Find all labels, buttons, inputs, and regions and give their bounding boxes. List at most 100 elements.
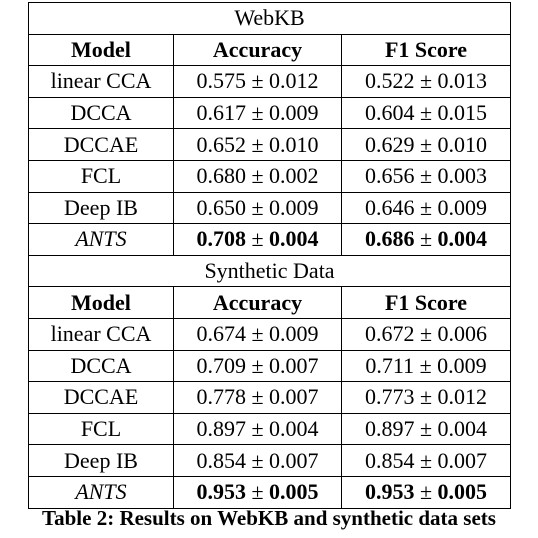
f1-cell: 0.656 ± 0.003: [340, 159, 512, 193]
f1-mean: 0.686: [364, 226, 415, 252]
accuracy-std: 0.010: [269, 131, 319, 157]
f1-mean: 0.656: [364, 163, 415, 189]
table-row: linear CCA 0.674 ± 0.009 0.672 ± 0.006: [28, 317, 512, 351]
accuracy-cell: 0.617 ± 0.009: [173, 96, 342, 130]
table-row: DCCA 0.617 ± 0.009 0.604 ± 0.015: [28, 96, 512, 130]
plus-minus-sign: ±: [251, 100, 264, 126]
plus-minus-sign: ±: [419, 68, 433, 94]
accuracy-cell: 0.854 ± 0.007: [173, 444, 342, 477]
plus-minus-sign: ±: [419, 479, 433, 505]
plus-minus-sign: ±: [251, 479, 264, 505]
table-row: DCCA 0.709 ± 0.007 0.711 ± 0.009: [28, 349, 512, 383]
accuracy-mean: 0.953: [196, 479, 246, 505]
plus-minus-sign: ±: [419, 321, 433, 347]
accuracy-mean: 0.854: [196, 447, 246, 473]
plus-minus-sign: ±: [419, 194, 433, 220]
table-row: Deep IB 0.854 ± 0.007 0.854 ± 0.007: [28, 444, 512, 477]
section-title: Synthetic Data: [27, 254, 512, 288]
plus-minus-sign: ±: [251, 352, 264, 378]
f1-std: 0.009: [437, 352, 487, 378]
plus-minus-sign: ±: [251, 384, 264, 410]
results-table: WebKB Model Accuracy F1 Score linear CCA…: [27, 2, 512, 509]
f1-std: 0.004: [437, 226, 488, 252]
accuracy-std: 0.007: [269, 384, 319, 410]
table-row: FCL 0.680 ± 0.002 0.656 ± 0.003: [28, 159, 512, 193]
f1-mean: 0.646: [364, 194, 415, 220]
plus-minus-sign: ±: [419, 384, 433, 410]
plus-minus-sign: ±: [251, 131, 264, 157]
accuracy-std: 0.012: [269, 68, 319, 94]
f1-cell: 0.897 ± 0.004: [340, 412, 512, 446]
model-cell: FCL: [28, 412, 174, 446]
f1-std: 0.007: [437, 447, 488, 473]
f1-cell: 0.646 ± 0.009: [340, 191, 512, 225]
f1-std: 0.013: [437, 68, 488, 94]
f1-std: 0.009: [437, 194, 488, 220]
f1-mean: 0.522: [364, 68, 415, 94]
f1-std: 0.003: [437, 163, 488, 189]
model-cell: linear CCA: [28, 317, 174, 351]
plus-minus-sign: ±: [251, 416, 264, 442]
plus-minus-sign: ±: [251, 321, 264, 347]
header-f1-score: F1 Score: [340, 33, 512, 67]
accuracy-mean: 0.674: [196, 321, 246, 347]
table-row: FCL 0.897 ± 0.004 0.897 ± 0.004: [28, 412, 512, 446]
accuracy-std: 0.009: [269, 321, 319, 347]
header-row: Model Accuracy F1 Score: [28, 33, 512, 67]
f1-cell: 0.686 ± 0.004: [340, 223, 512, 256]
model-cell: DCCAE: [28, 381, 174, 414]
header-accuracy: Accuracy: [173, 33, 342, 67]
table-row: DCCAE 0.652 ± 0.010 0.629 ± 0.010: [28, 128, 512, 161]
accuracy-std: 0.007: [269, 447, 319, 473]
f1-cell: 0.711 ± 0.009: [340, 349, 512, 383]
accuracy-mean: 0.650: [196, 194, 246, 220]
accuracy-cell: 0.708 ± 0.004: [173, 223, 342, 256]
f1-mean: 0.773: [364, 384, 415, 410]
table-row-best: ANTS 0.953 ± 0.005 0.953 ± 0.005: [28, 475, 512, 509]
accuracy-std: 0.009: [269, 194, 319, 220]
section-title-row: Synthetic Data: [27, 254, 512, 288]
plus-minus-sign: ±: [419, 416, 433, 442]
plus-minus-sign: ±: [251, 194, 264, 220]
model-cell: ANTS: [28, 475, 174, 509]
plus-minus-sign: ±: [251, 163, 264, 189]
model-cell: FCL: [28, 159, 174, 193]
f1-std: 0.012: [437, 384, 488, 410]
table-row: DCCAE 0.778 ± 0.007 0.773 ± 0.012: [28, 381, 512, 414]
f1-mean: 0.672: [364, 321, 415, 347]
accuracy-cell: 0.778 ± 0.007: [173, 381, 342, 414]
accuracy-mean: 0.617: [196, 100, 246, 126]
accuracy-cell: 0.897 ± 0.004: [173, 412, 342, 446]
f1-cell: 0.672 ± 0.006: [340, 317, 512, 351]
f1-cell: 0.629 ± 0.010: [340, 128, 512, 161]
header-model: Model: [28, 286, 174, 319]
model-cell: Deep IB: [28, 191, 174, 225]
model-cell: DCCA: [28, 96, 174, 130]
header-accuracy: Accuracy: [173, 286, 342, 319]
accuracy-cell: 0.674 ± 0.009: [173, 317, 342, 351]
f1-std: 0.005: [437, 479, 488, 505]
model-cell: DCCA: [28, 349, 174, 383]
accuracy-cell: 0.650 ± 0.009: [173, 191, 342, 225]
model-cell: linear CCA: [28, 65, 174, 98]
accuracy-cell: 0.953 ± 0.005: [173, 475, 342, 509]
accuracy-cell: 0.680 ± 0.002: [173, 159, 342, 193]
f1-std: 0.004: [437, 416, 488, 442]
accuracy-mean: 0.575: [196, 68, 246, 94]
accuracy-std: 0.005: [269, 479, 319, 505]
f1-mean: 0.953: [364, 479, 415, 505]
accuracy-mean: 0.708: [196, 226, 246, 252]
f1-cell: 0.953 ± 0.005: [340, 475, 512, 509]
accuracy-std: 0.007: [269, 352, 319, 378]
table-row: Deep IB 0.650 ± 0.009 0.646 ± 0.009: [28, 191, 512, 225]
f1-std: 0.010: [437, 131, 488, 157]
header-model: Model: [28, 33, 174, 67]
section-title: WebKB: [27, 2, 512, 35]
plus-minus-sign: ±: [419, 352, 432, 378]
f1-mean: 0.854: [364, 447, 415, 473]
accuracy-mean: 0.680: [196, 163, 246, 189]
accuracy-std: 0.009: [269, 100, 319, 126]
accuracy-mean: 0.897: [196, 416, 246, 442]
plus-minus-sign: ±: [419, 226, 433, 252]
table-row-best: ANTS 0.708 ± 0.004 0.686 ± 0.004: [28, 223, 512, 256]
